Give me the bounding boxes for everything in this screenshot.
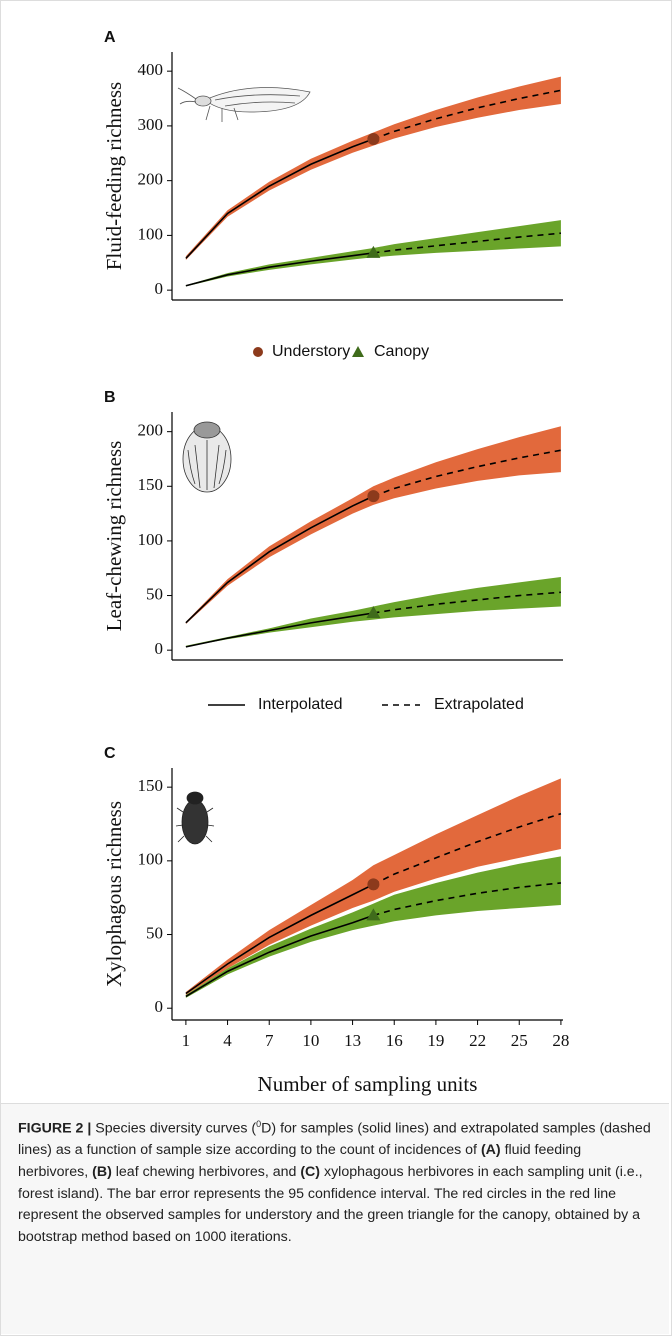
legend-swatch-triangle	[352, 346, 364, 357]
x-axis-label: Number of sampling units	[258, 1072, 478, 1096]
caption: FIGURE 2 | Species diversity curves (0D)…	[1, 1103, 669, 1334]
y-axis-label: Xylophagous richness	[102, 801, 126, 987]
y-tick-label: 0	[155, 279, 164, 298]
y-tick-label: 150	[138, 776, 164, 795]
y-tick-label: 50	[146, 584, 163, 603]
caption-text: Species diversity curves (	[91, 1121, 256, 1137]
x-tick-label: 1	[182, 1031, 191, 1050]
legend-label: Interpolated	[258, 696, 343, 713]
observed-point	[367, 878, 379, 890]
y-tick-label: 300	[138, 115, 164, 134]
y-tick-label: 200	[138, 421, 164, 440]
x-tick-label: 22	[469, 1031, 486, 1050]
x-tick-label: 28	[552, 1031, 569, 1050]
y-tick-label: 100	[138, 850, 164, 869]
y-tick-label: 50	[146, 923, 163, 942]
caption-bold: (C)	[300, 1164, 320, 1180]
y-tick-label: 100	[138, 224, 164, 243]
page: {"chart_data": [ {"type": "line", "panel…	[0, 0, 672, 1336]
y-tick-label: 0	[155, 639, 164, 658]
caption-text: leaf chewing herbivores, and	[112, 1164, 301, 1180]
legend-swatch-circle	[253, 347, 263, 357]
x-tick-label: 16	[386, 1031, 403, 1050]
x-tick-label: 4	[223, 1031, 232, 1050]
panel-label: B	[104, 389, 116, 406]
legend-label: Understory	[272, 343, 350, 360]
caption-label: FIGURE 2 |	[18, 1121, 91, 1137]
y-tick-label: 150	[138, 475, 164, 494]
x-tick-label: 25	[511, 1031, 528, 1050]
x-tick-label: 19	[427, 1031, 444, 1050]
observed-point	[367, 490, 379, 502]
interpolated-line	[186, 139, 374, 258]
y-axis-label: Leaf-chewing richness	[102, 441, 126, 632]
caption-bold: (A)	[481, 1142, 501, 1158]
x-tick-label: 13	[344, 1031, 361, 1050]
y-tick-label: 100	[138, 530, 164, 549]
x-tick-label: 7	[265, 1031, 274, 1050]
legend-label: Extrapolated	[434, 696, 524, 713]
legend-label: Canopy	[374, 343, 429, 360]
panel-label: A	[104, 29, 116, 46]
x-tick-label: 10	[302, 1031, 319, 1050]
y-tick-label: 0	[155, 997, 164, 1016]
icon-xylophage	[176, 792, 214, 844]
y-axis-label: Fluid-feeding richness	[102, 82, 126, 270]
icon-fluid-feeder	[178, 88, 310, 123]
icon-leaf-chewer	[183, 422, 231, 492]
y-tick-label: 400	[138, 60, 164, 79]
panel-label: C	[104, 745, 116, 762]
y-tick-label: 200	[138, 170, 164, 189]
observed-point	[367, 133, 379, 145]
caption-bold: (B)	[92, 1164, 112, 1180]
figure: Understory Canopy Interpolated Extrapola…	[0, 0, 672, 1100]
